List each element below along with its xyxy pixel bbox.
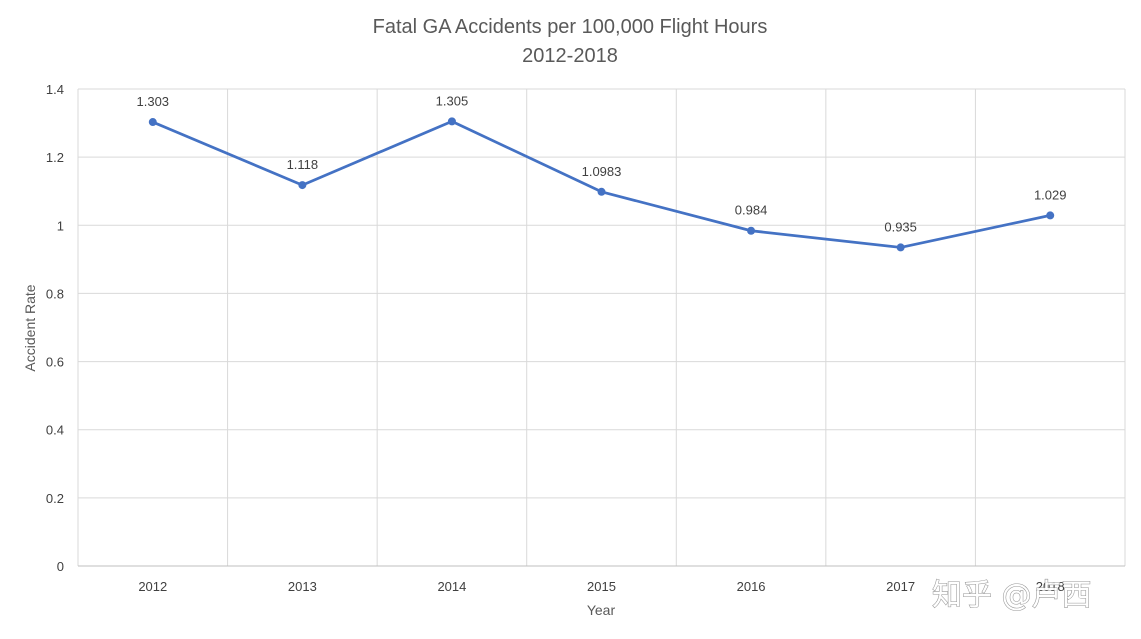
y-axis-title: Accident Rate: [22, 284, 38, 371]
data-label: 0.935: [884, 219, 917, 234]
data-point: [1046, 211, 1055, 220]
y-tick-label: 0.2: [46, 491, 64, 506]
y-tick-labels: 0 0.2 0.4 0.6 0.8 1 1.2 1.4: [46, 82, 64, 574]
x-tick-label: 2017: [886, 579, 915, 594]
y-tick-label: 1.4: [46, 82, 64, 97]
data-label: 1.303: [137, 94, 170, 109]
data-label: 1.118: [287, 157, 319, 172]
data-label: 1.029: [1034, 187, 1067, 202]
data-label: 1.0983: [582, 164, 622, 179]
data-point: [747, 226, 756, 235]
data-point: [597, 187, 606, 196]
y-tick-label: 0.4: [46, 423, 64, 438]
x-tick-labels: 2012 2013 2014 2015 2016 2017 2018: [138, 579, 1064, 594]
watermark-text: 知乎 @卢西: [932, 578, 1092, 613]
chart-subtitle: 2012-2018: [522, 45, 618, 67]
data-label: 1.305: [436, 93, 469, 108]
y-tick-label: 1.2: [46, 150, 64, 165]
x-tick-label: 2015: [587, 579, 616, 594]
chart-title: Fatal GA Accidents per 100,000 Flight Ho…: [373, 16, 768, 38]
x-tick-label: 2012: [138, 579, 167, 594]
x-tick-label: 2018: [1036, 579, 1065, 594]
data-labels: 1.303 1.118 1.305 1.0983 0.984 0.935 1.029: [137, 93, 1067, 234]
y-tick-label: 0.6: [46, 355, 64, 370]
data-point: [298, 181, 307, 190]
gridlines: [77, 88, 1126, 566]
y-tick-label: 1: [57, 218, 64, 233]
x-tick-label: 2013: [288, 579, 317, 594]
data-point: [148, 118, 157, 127]
x-tick-label: 2016: [737, 579, 766, 594]
y-tick-label: 0.8: [46, 286, 64, 301]
data-label: 0.984: [735, 203, 768, 218]
data-points: [148, 117, 1055, 252]
data-point: [447, 117, 456, 126]
data-point: [896, 243, 905, 252]
x-axis-title: Year: [587, 602, 616, 618]
x-tick-label: 2014: [437, 579, 466, 594]
y-tick-label: 0: [57, 559, 64, 574]
